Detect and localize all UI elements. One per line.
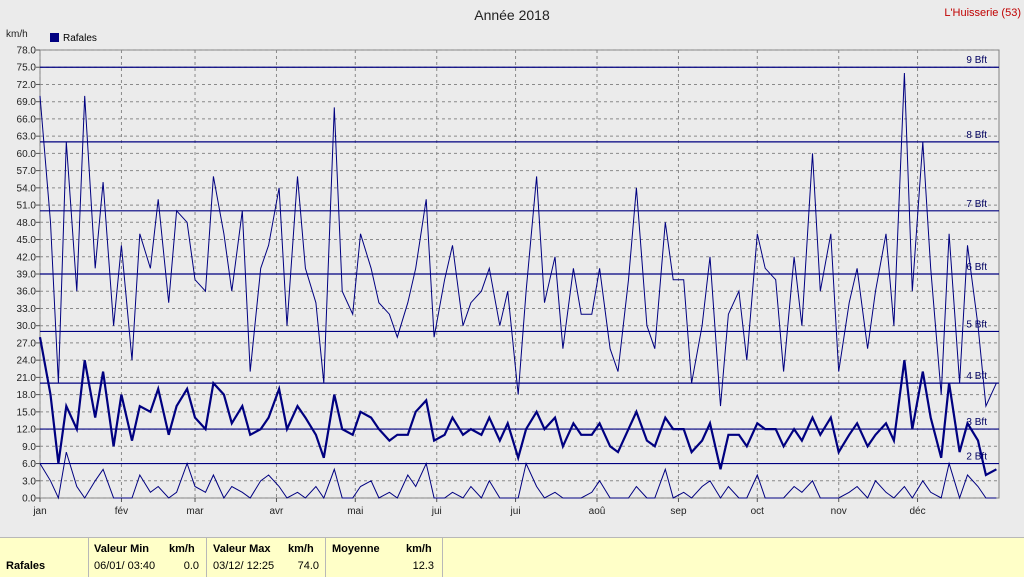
- y-tick-label: 9.0: [22, 442, 36, 453]
- chart-title: Année 2018: [474, 7, 550, 23]
- y-tick-label: 3.0: [22, 476, 36, 487]
- y-axis-unit: km/h: [6, 29, 28, 40]
- y-tick-label: 24.0: [17, 356, 37, 367]
- y-tick-label: 54.0: [17, 183, 37, 194]
- x-tick-label: oct: [751, 506, 765, 517]
- x-tick-label: jui: [510, 506, 521, 517]
- stats-min-date: 06/01/ 03:40: [94, 560, 156, 572]
- beaufort-label: 7 Bft: [966, 199, 987, 210]
- stats-avg-header: Moyenne: [332, 543, 380, 555]
- stats-avg-cell: Moyenne km/h 12.3: [325, 538, 443, 577]
- y-tick-label: 39.0: [17, 270, 37, 281]
- beaufort-label: 6 Bft: [966, 262, 987, 273]
- series-rafales: [38, 72, 997, 500]
- beaufort-lines: 2 Bft 3 Bft 4 Bft 5 Bft 6 Bft 7 Bft 8 Bft 9 Bft: [40, 55, 999, 465]
- stats-max-date: 03/12/ 12:25: [213, 560, 275, 572]
- legend-swatch: [50, 33, 59, 42]
- stats-avg-unit: km/h: [406, 543, 432, 555]
- x-tick-label: sep: [670, 506, 687, 517]
- y-tick-label: 63.0: [17, 132, 37, 143]
- y-tick-label: 30.0: [17, 321, 37, 332]
- y-tick-label: 33.0: [17, 304, 37, 315]
- x-tick-label: fév: [115, 506, 128, 517]
- y-tick-label: 15.0: [17, 407, 37, 418]
- y-tick-label: 0.0: [22, 494, 36, 505]
- y-tick-label: 69.0: [17, 97, 37, 108]
- series-line-avg: [38, 337, 997, 477]
- y-tick-label: 60.0: [17, 149, 37, 160]
- series-line-min: [39, 451, 997, 500]
- stats-max-unit: km/h: [288, 543, 314, 555]
- y-tick-label: 36.0: [17, 287, 37, 298]
- beaufort-label: 9 Bft: [966, 55, 987, 66]
- y-tick-label: 45.0: [17, 235, 37, 246]
- y-tick-label: 75.0: [17, 63, 37, 74]
- x-tick-label: nov: [831, 506, 847, 517]
- beaufort-label: 4 Bft: [966, 371, 987, 382]
- y-tick-label: 18.0: [17, 390, 37, 401]
- x-tick-label: jui: [431, 506, 442, 517]
- stats-row-label: Rafales: [6, 560, 46, 572]
- x-tick-label: mai: [347, 506, 363, 517]
- y-tick-label: 48.0: [17, 218, 37, 229]
- station-name: L'Huisserie (53): [944, 7, 1021, 19]
- chart-area: 2 Bft 3 Bft 4 Bft 5 Bft 6 Bft 7 Bft 8 Bft 9 Bft…: [6, 7, 1021, 517]
- y-tick-label: 51.0: [17, 201, 37, 212]
- x-tick-label: mar: [186, 506, 204, 517]
- beaufort-label: 8 Bft: [966, 130, 987, 141]
- stats-max-header: Valeur Max: [213, 543, 271, 555]
- y-tick-label: 57.0: [17, 166, 37, 177]
- beaufort-label: 3 Bft: [966, 417, 987, 428]
- x-tick-label: aoû: [589, 506, 606, 517]
- x-tick-label: jan: [32, 506, 46, 517]
- y-tick-label: 21.0: [17, 373, 37, 384]
- y-tick-label: 12.0: [17, 425, 37, 436]
- y-tick-label: 66.0: [17, 114, 37, 125]
- y-tick-label: 6.0: [22, 459, 36, 470]
- y-tick-label: 42.0: [17, 252, 37, 263]
- y-tick-label: 72.0: [17, 80, 37, 91]
- series-line-max: [39, 72, 997, 408]
- stats-min-cell: Valeur Min km/h 06/01/ 03:40 0.0: [88, 538, 206, 577]
- y-tick-label: 27.0: [17, 338, 37, 349]
- stats-min-unit: km/h: [169, 543, 195, 555]
- x-tick-label: avr: [270, 506, 285, 517]
- legend-label: Rafales: [63, 33, 97, 44]
- x-axis: jan fév mar avr mai jui jui aoû sep oct nov déc: [32, 498, 926, 517]
- stats-panel: Rafales Valeur Min km/h 06/01/ 03:40 0.0…: [0, 537, 1024, 577]
- stats-max-value: 74.0: [297, 560, 319, 572]
- stats-avg-value: 12.3: [412, 560, 434, 572]
- beaufort-label: 5 Bft: [966, 319, 987, 330]
- stats-min-value: 0.0: [183, 560, 199, 572]
- beaufort-label: 2 Bft: [966, 452, 987, 463]
- stats-min-header: Valeur Min: [94, 543, 150, 555]
- stats-max-cell: Valeur Max km/h 03/12/ 12:25 74.0: [206, 538, 325, 577]
- y-axis: 0.0 3.0 6.0 9.0 12.0 15.0 18.0 21.0 24.0 27.0 30.0…: [17, 46, 40, 505]
- y-tick-label: 78.0: [17, 46, 37, 57]
- x-tick-label: déc: [909, 506, 925, 517]
